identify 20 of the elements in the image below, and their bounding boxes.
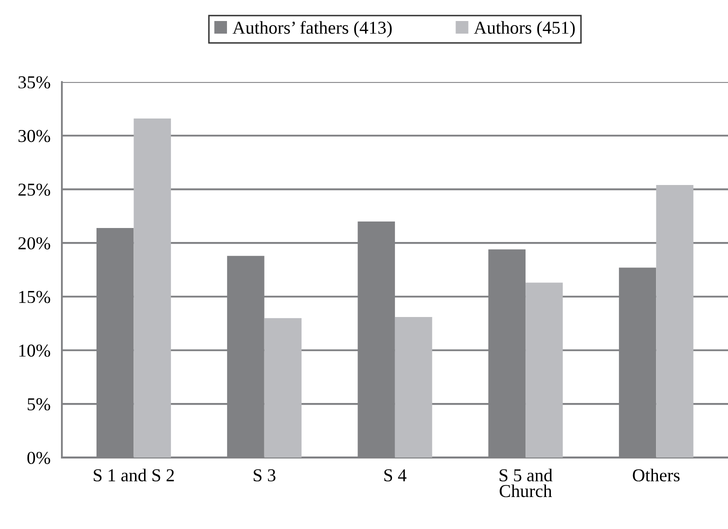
x-tick-label: S 5 and Church <box>500 468 552 498</box>
y-tick-label: 35% <box>18 76 50 88</box>
y-tick-label: 15% <box>19 290 50 304</box>
bar <box>526 282 563 458</box>
x-tick-label: Others <box>632 468 680 482</box>
x-tick-label: S 1 and S 2 <box>94 468 174 482</box>
bar <box>134 118 171 458</box>
y-tick-label: 5% <box>28 398 50 410</box>
x-tick-label: S 4 <box>384 469 406 482</box>
legend-label: Authors’ fathers (413) <box>232 20 392 38</box>
y-tick-label: 20% <box>18 237 50 250</box>
y-tick-label: 25% <box>18 184 50 196</box>
bar <box>656 185 694 458</box>
bar <box>264 318 302 458</box>
legend-label: Authors (451) <box>474 21 575 38</box>
x-tick-label: S 3 <box>254 469 276 482</box>
y-tick-label: 0% <box>27 452 50 464</box>
y-tick-label: 30% <box>18 130 50 142</box>
bar <box>394 317 432 458</box>
y-tick-label: 10% <box>19 344 50 357</box>
